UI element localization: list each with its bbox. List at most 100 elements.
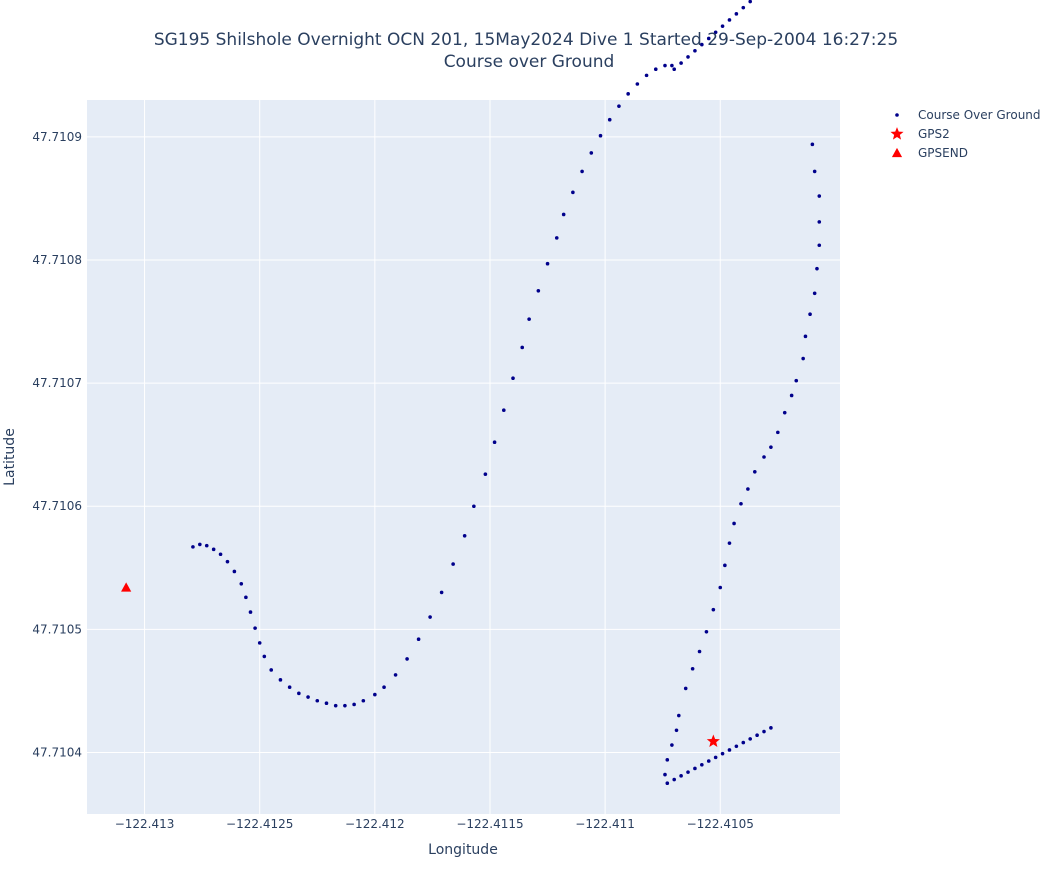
- data-point: [693, 48, 697, 53]
- data-point: [361, 698, 366, 703]
- data-point: [635, 82, 640, 86]
- data-point: [697, 649, 702, 654]
- data-point: [439, 590, 444, 595]
- chart-subtitle: Course over Ground: [444, 52, 615, 72]
- data-point: [706, 759, 711, 763]
- data-point: [711, 607, 716, 612]
- data-point: [801, 356, 805, 361]
- x-tick-label: −122.411: [575, 817, 635, 831]
- data-point: [257, 641, 262, 645]
- x-tick-label: −122.4125: [226, 817, 293, 831]
- data-point: [746, 487, 750, 491]
- data-point: [769, 726, 773, 730]
- data-point: [545, 261, 550, 266]
- data-point: [451, 562, 455, 566]
- data-point: [297, 691, 301, 696]
- x-tick-label: −122.4105: [687, 817, 754, 831]
- data-point: [580, 169, 584, 174]
- data-point: [672, 67, 677, 72]
- data-point: [734, 12, 739, 16]
- data-point: [686, 770, 690, 774]
- data-point: [204, 543, 209, 548]
- x-axis-title: Longitude: [428, 842, 498, 858]
- data-point: [762, 455, 766, 459]
- data-point: [769, 445, 773, 449]
- data-point: [670, 743, 674, 747]
- data-point: [817, 194, 822, 198]
- data-point: [315, 698, 320, 703]
- legend-item[interactable]: GPSEND: [891, 146, 968, 160]
- data-point: [752, 469, 757, 474]
- legend-item[interactable]: GPS2: [890, 127, 950, 141]
- x-tick-label: −122.412: [345, 817, 405, 831]
- y-tick-label: 47.7109: [32, 130, 82, 144]
- data-point: [679, 774, 683, 778]
- data-point: [723, 563, 727, 568]
- data-point: [810, 142, 815, 147]
- data-point: [690, 666, 695, 671]
- y-axis-title: Latitude: [2, 428, 18, 486]
- data-point: [416, 637, 421, 641]
- data-point: [598, 133, 603, 138]
- y-tick-label: 47.7104: [32, 745, 82, 759]
- data-point: [732, 521, 736, 526]
- data-point: [812, 169, 817, 174]
- legend-item[interactable]: Course Over Ground: [895, 108, 1041, 122]
- axis-ticks: −122.413 −122.4125 −122.412 −122.4115 −122.4…: [32, 130, 754, 831]
- data-point: [815, 266, 819, 271]
- data-point: [817, 243, 822, 248]
- data-point: [253, 626, 257, 630]
- data-point: [571, 190, 575, 195]
- data-point: [734, 744, 739, 749]
- data-point: [232, 569, 237, 574]
- data-point: [706, 734, 720, 747]
- data-point: [239, 581, 244, 586]
- data-point: [262, 654, 267, 659]
- data-point: [782, 410, 787, 415]
- data-point: [626, 92, 630, 96]
- data-point: [607, 117, 612, 122]
- data-point: [741, 740, 746, 745]
- data-point: [762, 729, 766, 734]
- legend[interactable]: Course Over Ground GPS2 GPSEND: [890, 108, 1041, 160]
- data-point: [683, 686, 688, 691]
- data-point: [817, 220, 822, 224]
- data-point: [405, 657, 409, 661]
- data-point: [808, 312, 812, 317]
- data-point: [211, 547, 216, 552]
- data-point: [803, 334, 808, 339]
- data-point: [244, 595, 248, 600]
- data-point: [520, 345, 525, 350]
- plot-area: [87, 100, 840, 814]
- data-point: [343, 703, 347, 708]
- data-point: [198, 542, 202, 547]
- data-point: [674, 728, 679, 733]
- x-tick-label: −122.413: [115, 817, 175, 831]
- data-point: [352, 702, 356, 707]
- data-point: [269, 668, 274, 672]
- y-tick-label: 47.7106: [32, 499, 82, 513]
- data-point: [428, 615, 432, 619]
- legend-marker: [891, 147, 903, 158]
- legend-marker: [895, 113, 899, 117]
- data-point: [501, 408, 506, 413]
- data-point: [718, 585, 723, 590]
- data-point: [492, 440, 497, 445]
- data-point: [794, 378, 799, 383]
- data-point: [324, 701, 329, 706]
- legend-label: GPSEND: [918, 146, 968, 160]
- data-point: [739, 501, 743, 506]
- data-point: [462, 533, 467, 538]
- x-tick-label: −122.4115: [456, 817, 523, 831]
- data-point: [700, 762, 704, 767]
- data-point: [700, 42, 704, 47]
- legend-label: Course Over Ground: [918, 108, 1041, 122]
- y-tick-label: 47.7105: [32, 622, 82, 636]
- data-point: [720, 24, 725, 28]
- data-point: [679, 61, 683, 65]
- data-point: [511, 376, 515, 381]
- data-point: [663, 63, 667, 68]
- data-point: [617, 104, 621, 108]
- data-point: [812, 291, 817, 296]
- data-marks: [121, 0, 822, 786]
